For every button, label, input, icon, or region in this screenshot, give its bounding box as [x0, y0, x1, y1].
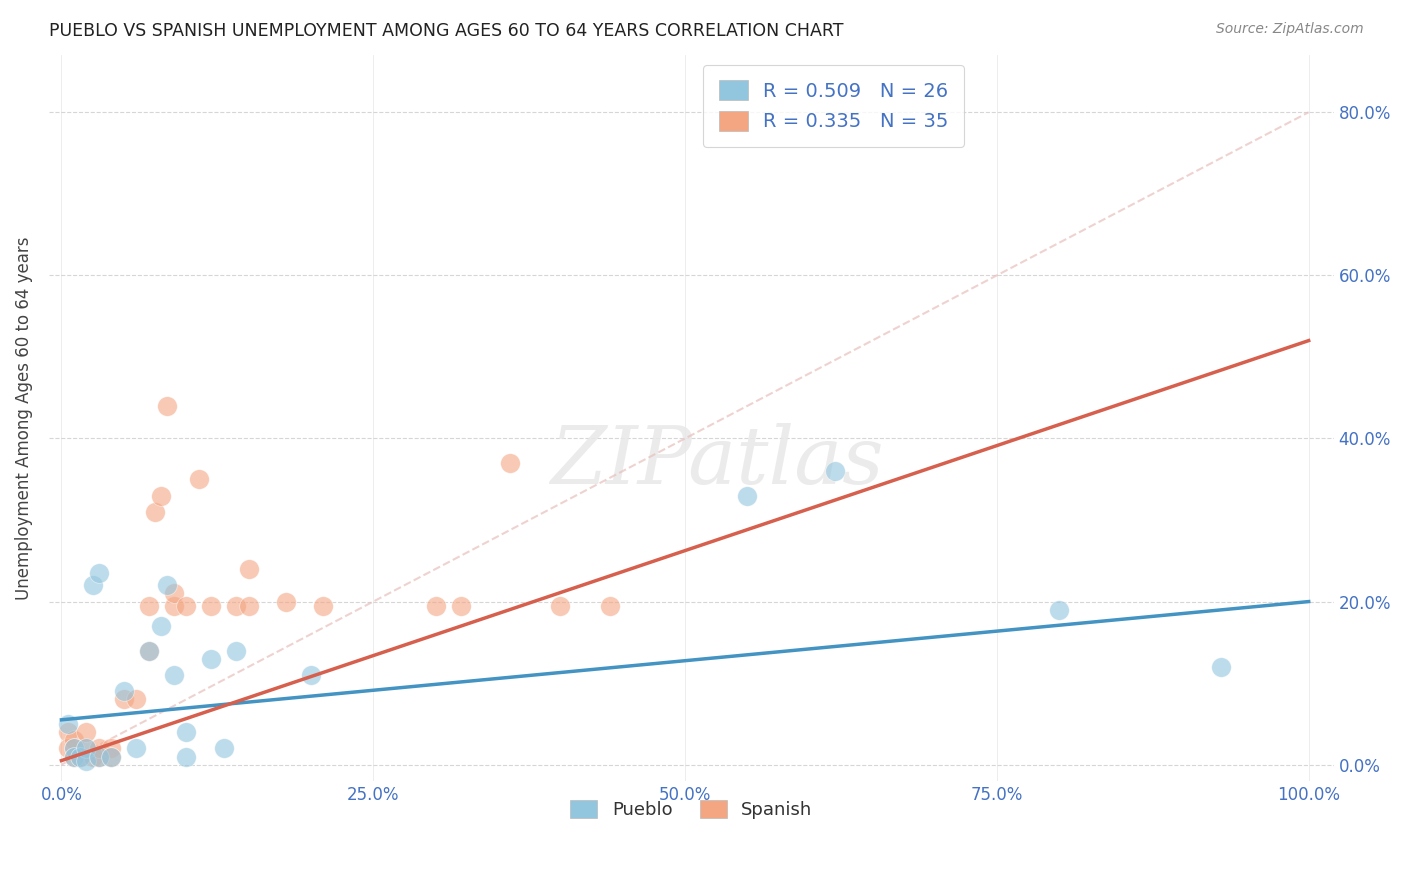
Point: [56, 725, 79, 739]
Point: [75, 725, 97, 739]
Point: [599, 599, 621, 613]
Point: [63, 749, 86, 764]
Point: [450, 599, 472, 613]
Point: [138, 643, 160, 657]
Point: [112, 684, 135, 698]
Point: [174, 599, 197, 613]
Point: [112, 692, 135, 706]
Point: [225, 599, 247, 613]
Point: [499, 456, 522, 470]
Point: [200, 599, 222, 613]
Point: [274, 594, 297, 608]
Point: [87, 749, 110, 764]
Legend: Pueblo, Spanish: Pueblo, Spanish: [562, 793, 820, 826]
Point: [225, 643, 247, 657]
Point: [100, 749, 122, 764]
Point: [163, 586, 186, 600]
Point: [1211, 660, 1233, 674]
Point: [187, 472, 209, 486]
Point: [299, 668, 322, 682]
Point: [75, 754, 97, 768]
Point: [156, 578, 179, 592]
Text: ZIPatlas: ZIPatlas: [550, 423, 884, 500]
Point: [163, 599, 186, 613]
Point: [1047, 603, 1070, 617]
Point: [56, 741, 79, 756]
Point: [75, 741, 97, 756]
Point: [125, 741, 148, 756]
Point: [138, 599, 160, 613]
Point: [87, 749, 110, 764]
Point: [150, 619, 173, 633]
Point: [150, 489, 173, 503]
Point: [143, 505, 166, 519]
Point: [212, 741, 235, 756]
Point: [737, 489, 759, 503]
Point: [200, 651, 222, 665]
Point: [82, 578, 104, 592]
Point: [312, 599, 335, 613]
Point: [156, 399, 179, 413]
Point: [550, 599, 572, 613]
Point: [75, 741, 97, 756]
Point: [63, 741, 86, 756]
Point: [87, 566, 110, 580]
Point: [87, 741, 110, 756]
Point: [63, 733, 86, 747]
Point: [238, 599, 260, 613]
Text: Source: ZipAtlas.com: Source: ZipAtlas.com: [1216, 22, 1364, 37]
Point: [69, 749, 91, 764]
Point: [82, 749, 104, 764]
Point: [174, 725, 197, 739]
Point: [100, 749, 122, 764]
Text: PUEBLO VS SPANISH UNEMPLOYMENT AMONG AGES 60 TO 64 YEARS CORRELATION CHART: PUEBLO VS SPANISH UNEMPLOYMENT AMONG AGE…: [49, 22, 844, 40]
Point: [56, 717, 79, 731]
Point: [100, 741, 122, 756]
Point: [824, 464, 846, 478]
Point: [63, 749, 86, 764]
Point: [163, 668, 186, 682]
Y-axis label: Unemployment Among Ages 60 to 64 years: Unemployment Among Ages 60 to 64 years: [15, 236, 32, 599]
Point: [63, 741, 86, 756]
Point: [425, 599, 447, 613]
Point: [238, 562, 260, 576]
Point: [138, 643, 160, 657]
Point: [174, 749, 197, 764]
Point: [125, 692, 148, 706]
Point: [69, 749, 91, 764]
